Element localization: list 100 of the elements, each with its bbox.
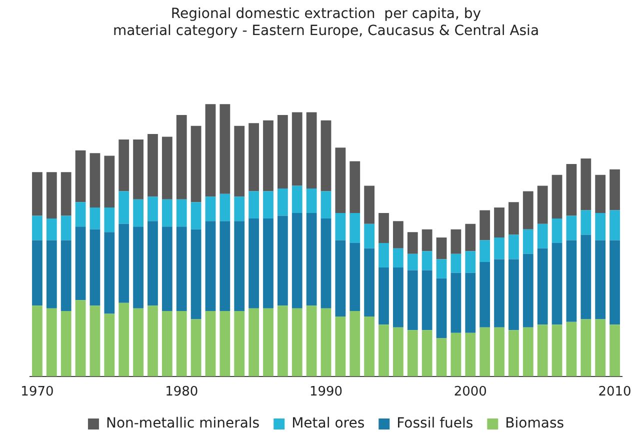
bar xyxy=(450,229,462,254)
bar xyxy=(133,199,144,227)
bar xyxy=(90,208,100,230)
bar xyxy=(234,311,245,376)
bar xyxy=(118,139,130,192)
bar xyxy=(537,324,548,376)
bar xyxy=(422,270,432,330)
bar xyxy=(537,248,548,325)
bar xyxy=(75,226,86,300)
legend-label: Fossil fuels xyxy=(396,416,474,432)
bar xyxy=(32,240,42,306)
bar xyxy=(190,229,202,320)
bar xyxy=(465,272,476,333)
bar xyxy=(234,221,245,312)
bar xyxy=(537,224,548,248)
bar xyxy=(148,196,158,222)
bar xyxy=(508,234,519,260)
x-tick-label: 1980 xyxy=(165,384,198,400)
bar xyxy=(32,306,42,376)
bar xyxy=(378,324,389,376)
bar xyxy=(190,319,202,376)
bar xyxy=(148,306,158,376)
bar xyxy=(306,306,317,376)
bar xyxy=(595,240,606,320)
x-tick-label: 2010 xyxy=(598,384,632,400)
bar xyxy=(595,213,606,240)
bar xyxy=(364,186,375,224)
bar xyxy=(263,191,274,218)
bar xyxy=(60,240,72,312)
bar xyxy=(248,191,260,218)
bar xyxy=(292,186,302,213)
bar xyxy=(566,240,577,322)
bar xyxy=(32,216,42,240)
bar xyxy=(234,196,245,222)
bar xyxy=(522,191,534,230)
bar xyxy=(176,226,187,312)
bar xyxy=(46,240,57,308)
bar xyxy=(552,218,562,243)
bar xyxy=(595,174,606,213)
bar xyxy=(494,208,504,238)
bar xyxy=(176,199,187,227)
bar xyxy=(306,188,317,213)
bar xyxy=(306,213,317,306)
bar xyxy=(480,327,490,376)
bar xyxy=(580,319,592,376)
bar xyxy=(133,226,144,308)
bar xyxy=(566,322,577,376)
bar xyxy=(392,327,404,376)
bar xyxy=(407,232,418,254)
bar xyxy=(205,196,216,222)
bar xyxy=(277,188,288,216)
bar xyxy=(392,267,404,328)
text: material category - Eastern Europe, Caucasus & Central Asia xyxy=(112,22,540,39)
bar xyxy=(566,164,577,216)
bar xyxy=(335,316,346,376)
bar xyxy=(320,218,332,308)
bar xyxy=(263,120,274,192)
bar xyxy=(364,316,375,376)
bar xyxy=(508,259,519,330)
bar xyxy=(407,270,418,330)
bar xyxy=(580,158,592,210)
bar xyxy=(422,330,432,376)
bar xyxy=(580,234,592,320)
bar xyxy=(552,324,562,376)
bar xyxy=(465,332,476,376)
bar xyxy=(60,216,72,240)
bar xyxy=(133,308,144,376)
bar xyxy=(248,123,260,192)
bar xyxy=(422,251,432,270)
bar xyxy=(320,308,332,376)
x-tick-label: 1970 xyxy=(20,384,54,400)
bar xyxy=(75,202,86,227)
legend-label: Biomass xyxy=(505,416,564,432)
bar xyxy=(508,202,519,235)
bar xyxy=(378,242,389,268)
bar xyxy=(46,218,57,240)
bar xyxy=(465,224,476,252)
bar xyxy=(220,104,230,194)
bar xyxy=(234,126,245,197)
bar xyxy=(480,210,490,240)
bar xyxy=(248,218,260,308)
bar xyxy=(248,308,260,376)
bar xyxy=(220,194,230,222)
bar xyxy=(118,302,130,376)
bar xyxy=(436,278,447,338)
bar xyxy=(552,174,562,218)
text: Regional domestic extraction per capita, by xyxy=(170,6,482,22)
bar xyxy=(60,172,72,216)
bar xyxy=(60,311,72,376)
bar xyxy=(465,251,476,273)
bar xyxy=(90,229,100,306)
bar xyxy=(436,259,447,278)
bar xyxy=(205,221,216,312)
bar xyxy=(494,259,504,328)
bar xyxy=(350,213,360,243)
bar xyxy=(580,210,592,235)
bar xyxy=(220,221,230,312)
bar xyxy=(450,332,462,376)
bar xyxy=(148,221,158,306)
bar xyxy=(610,240,620,325)
